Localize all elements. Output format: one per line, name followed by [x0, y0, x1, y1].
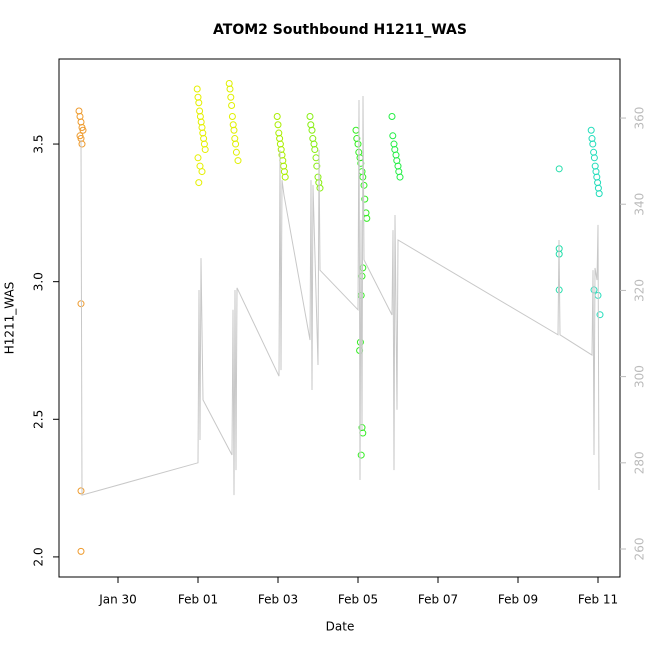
- point: [595, 190, 603, 198]
- point: [311, 146, 319, 154]
- y2-tick-label: 340: [633, 193, 647, 216]
- point: [76, 113, 84, 121]
- point: [306, 113, 314, 121]
- line-series: [80, 96, 600, 496]
- point: [354, 140, 362, 148]
- point: [313, 162, 321, 170]
- chart-title: ATOM2 Southbound H1211_WAS: [213, 22, 467, 38]
- point: [194, 154, 202, 162]
- point: [357, 451, 365, 459]
- point: [274, 121, 282, 129]
- point: [316, 184, 324, 192]
- x-tick-label: Feb 03: [258, 593, 298, 607]
- point: [232, 140, 240, 148]
- point: [195, 99, 203, 107]
- y2-tick-label: 260: [633, 538, 647, 561]
- x-tick-label: Feb 05: [338, 593, 378, 607]
- point: [79, 126, 87, 134]
- point: [198, 168, 206, 176]
- point: [77, 118, 85, 126]
- y-tick-label: 3.0: [32, 272, 46, 291]
- point: [590, 154, 598, 162]
- point: [388, 113, 396, 121]
- point: [555, 165, 563, 173]
- point: [226, 85, 234, 93]
- x-tick-label: Feb 07: [418, 593, 458, 607]
- point: [77, 487, 85, 495]
- point: [352, 126, 360, 134]
- point: [78, 140, 86, 148]
- point: [281, 173, 289, 181]
- point: [201, 146, 209, 154]
- point: [589, 140, 597, 148]
- x-tick-label: Jan 30: [98, 593, 137, 607]
- point: [587, 126, 595, 134]
- y2-tick-label: 300: [633, 365, 647, 388]
- x-tick-label: Feb 11: [578, 593, 618, 607]
- point: [195, 179, 203, 187]
- point: [232, 148, 240, 156]
- x-axis-label: Date: [326, 620, 355, 634]
- point: [309, 135, 317, 143]
- point: [75, 107, 83, 115]
- point: [307, 121, 315, 129]
- point: [227, 93, 235, 101]
- point: [596, 311, 604, 319]
- plot-frame: [58, 58, 621, 578]
- point: [308, 126, 316, 134]
- point: [273, 113, 281, 121]
- point: [228, 102, 236, 110]
- y2-tick-label: 320: [633, 279, 647, 302]
- point: [312, 154, 320, 162]
- point: [389, 132, 397, 140]
- x-tick-label: Feb 01: [178, 593, 218, 607]
- point: [396, 173, 404, 181]
- y-axis-label: H1211_WAS: [3, 282, 17, 355]
- y2-tick-label: 360: [633, 107, 647, 130]
- y-tick-label: 3.5: [32, 135, 46, 154]
- point: [193, 85, 201, 93]
- point: [77, 547, 85, 555]
- point: [230, 126, 238, 134]
- x-tick-label: Feb 09: [498, 593, 538, 607]
- point: [361, 195, 369, 203]
- y2-tick-label: 280: [633, 451, 647, 474]
- point: [234, 157, 242, 165]
- y-tick-label: 2.5: [32, 410, 46, 429]
- point: [590, 286, 598, 294]
- y-tick-label: 2.0: [32, 547, 46, 566]
- point: [228, 113, 236, 121]
